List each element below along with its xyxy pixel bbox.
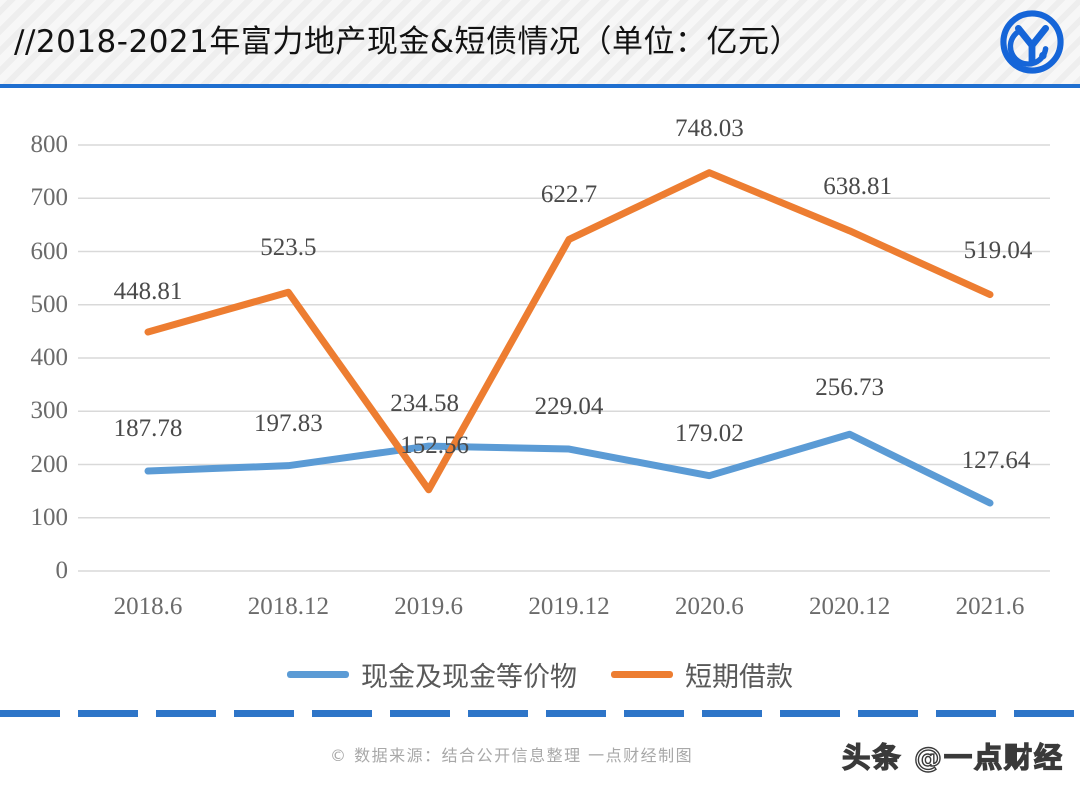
y-axis-tick-label: 400 [30, 344, 69, 371]
y-axis-tick-label: 200 [30, 450, 69, 478]
data-label: 448.81 [113, 278, 183, 305]
watermark-text: 头条 @一点财经 [842, 740, 1064, 774]
data-label: 519.04 [963, 236, 1033, 264]
line-chart-svg [78, 144, 1050, 572]
y-axis-tick-label: 300 [30, 397, 69, 425]
chart-series-lines [144, 169, 994, 507]
x-axis-tick-label: 2018.6 [113, 593, 183, 620]
y-axis-tick-label: 700 [30, 184, 69, 212]
data-label: 638.81 [823, 172, 893, 200]
yidian-circle-logo-icon [998, 8, 1066, 76]
data-label: 622.7 [540, 181, 598, 209]
footer-divider [0, 710, 1080, 717]
data-label: 748.03 [674, 114, 744, 142]
data-label: 187.78 [113, 415, 183, 442]
series-line-1 [144, 169, 994, 494]
chart-plot-area: 800 700 600 500 400 300 200 100 0 2018.6 2018.12 2… [0, 88, 1080, 700]
legend-color-swatch-icon [611, 670, 673, 678]
footer-source-text: © 数据来源：结合公开信息整理 一点财经制图 [330, 746, 694, 765]
data-label: 234.58 [390, 390, 460, 418]
page-title: //2018-2021年富力地产现金&短债情况（单位：亿元） [14, 23, 802, 60]
legend-item-1[interactable]: 短期借款 [611, 655, 793, 694]
y-axis-tick-label: 500 [30, 290, 69, 318]
series-line-0 [144, 430, 994, 507]
data-label: 256.73 [815, 374, 885, 402]
y-axis-tick-label: 0 [55, 557, 69, 584]
x-axis-tick-label: 2020.6 [674, 593, 744, 620]
header-banner: //2018-2021年富力地产现金&短债情况（单位：亿元） [0, 0, 1080, 88]
legend-item-0[interactable]: 现金及现金等价物 [287, 655, 577, 694]
y-axis-tick-label: 600 [30, 237, 69, 265]
y-axis-tick-label: 100 [30, 503, 69, 531]
chart-legend: 现金及现金等价物 短期借款 [0, 648, 1080, 700]
x-axis-tick-label: 2020.12 [809, 593, 891, 620]
x-axis-tick-label: 2019.6 [394, 593, 464, 620]
legend-label: 现金及现金等价物 [361, 661, 577, 693]
data-label: 229.04 [534, 393, 604, 421]
footer: © 数据来源：结合公开信息整理 一点财经制图 头条 @一点财经 [0, 730, 1080, 788]
data-label: 179.02 [674, 419, 744, 447]
legend-label: 短期借款 [685, 661, 793, 693]
x-axis-tick-label: 2019.12 [528, 593, 610, 620]
y-axis-tick-label: 800 [30, 131, 69, 158]
data-label: 127.64 [961, 447, 1031, 475]
data-label: 152.56 [400, 431, 470, 459]
legend-color-swatch-icon [287, 670, 349, 678]
x-axis-tick-label: 2021.6 [955, 593, 1025, 620]
data-label: 523.5 [260, 234, 317, 262]
x-axis-tick-label: 2018.12 [247, 593, 329, 620]
data-label: 197.83 [253, 409, 323, 437]
